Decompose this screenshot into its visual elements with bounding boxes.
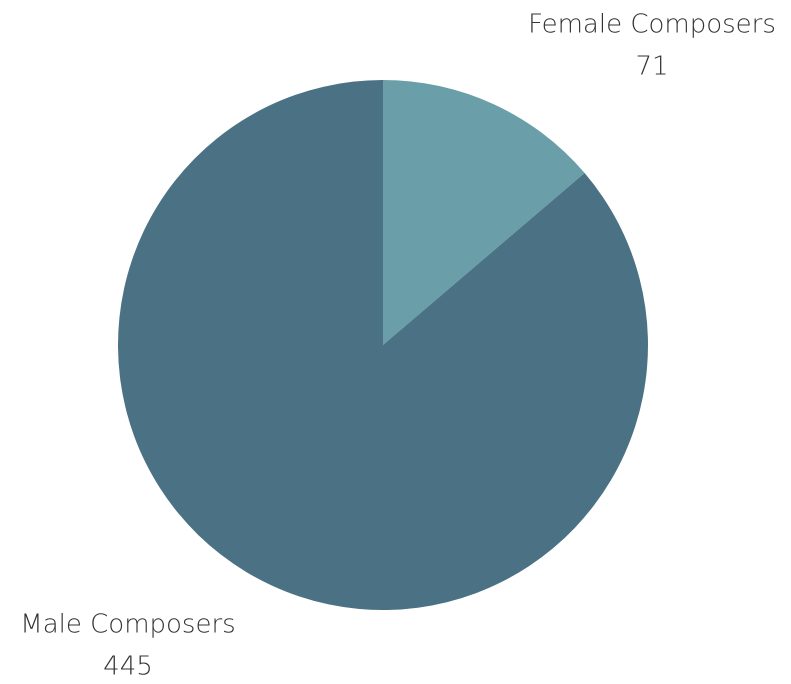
pie-slice — [383, 80, 585, 345]
slice-label: Female Composers — [528, 10, 776, 40]
slice-label: Male Composers — [20, 610, 235, 640]
slice-value: 71 — [635, 52, 668, 82]
slice-value: 445 — [103, 652, 153, 682]
pie-slice — [117, 80, 648, 610]
